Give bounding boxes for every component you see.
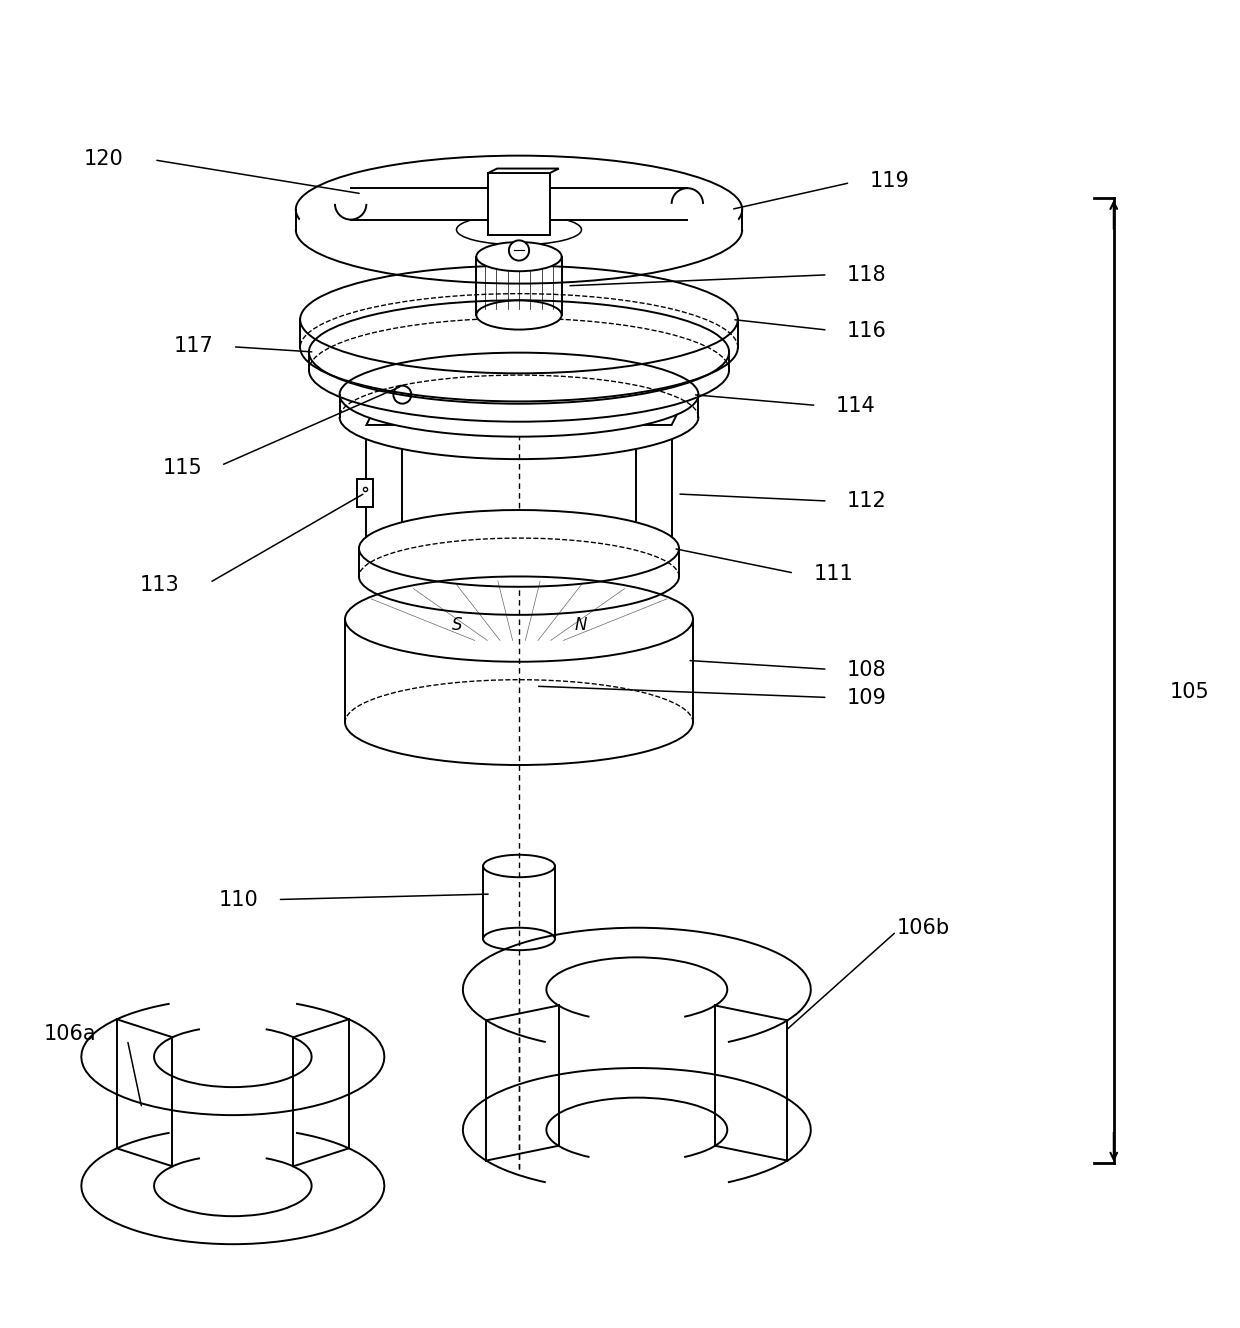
Ellipse shape — [345, 680, 693, 765]
Text: 117: 117 — [174, 336, 213, 356]
Polygon shape — [154, 1155, 311, 1216]
Text: 119: 119 — [869, 171, 909, 191]
Ellipse shape — [296, 155, 743, 263]
Ellipse shape — [484, 928, 556, 950]
Polygon shape — [154, 1027, 311, 1088]
Ellipse shape — [476, 300, 562, 329]
Ellipse shape — [296, 175, 743, 284]
Polygon shape — [489, 173, 549, 235]
Ellipse shape — [309, 300, 729, 404]
Polygon shape — [489, 169, 559, 173]
Polygon shape — [110, 1110, 355, 1186]
Text: 105: 105 — [1169, 683, 1210, 703]
Polygon shape — [82, 1020, 384, 1244]
Text: 115: 115 — [162, 458, 202, 478]
Polygon shape — [366, 425, 402, 540]
Ellipse shape — [340, 353, 698, 437]
Text: 108: 108 — [847, 660, 887, 680]
Polygon shape — [300, 320, 738, 348]
Ellipse shape — [336, 190, 365, 218]
Ellipse shape — [358, 510, 680, 587]
Polygon shape — [463, 928, 811, 1161]
Polygon shape — [636, 425, 672, 540]
Ellipse shape — [300, 266, 738, 373]
Ellipse shape — [484, 855, 556, 878]
Text: 118: 118 — [847, 264, 887, 284]
Polygon shape — [463, 1068, 811, 1191]
Polygon shape — [476, 256, 562, 315]
Ellipse shape — [476, 242, 562, 271]
Text: 111: 111 — [813, 564, 853, 584]
Polygon shape — [366, 408, 410, 425]
Ellipse shape — [427, 297, 611, 343]
Polygon shape — [484, 866, 556, 939]
Polygon shape — [357, 479, 373, 507]
Polygon shape — [345, 619, 693, 722]
Ellipse shape — [456, 194, 582, 224]
Ellipse shape — [300, 293, 738, 401]
Text: 120: 120 — [84, 149, 124, 169]
Polygon shape — [547, 1098, 728, 1162]
Text: 106a: 106a — [43, 1024, 97, 1044]
Text: 112: 112 — [847, 491, 887, 511]
Text: S: S — [453, 616, 463, 633]
Ellipse shape — [673, 190, 702, 218]
Text: 106b: 106b — [897, 918, 950, 938]
Polygon shape — [479, 989, 795, 1069]
Polygon shape — [340, 394, 698, 417]
Text: 116: 116 — [847, 320, 887, 341]
Polygon shape — [110, 981, 355, 1057]
Polygon shape — [351, 189, 687, 219]
Polygon shape — [82, 999, 384, 1116]
Text: 114: 114 — [836, 396, 875, 416]
Circle shape — [508, 240, 529, 260]
Polygon shape — [463, 928, 811, 1052]
Text: N: N — [574, 616, 587, 633]
Text: 109: 109 — [847, 688, 887, 708]
Text: 110: 110 — [218, 890, 258, 910]
Ellipse shape — [309, 319, 729, 422]
Ellipse shape — [445, 333, 593, 371]
Polygon shape — [547, 957, 728, 1021]
Polygon shape — [309, 352, 729, 371]
Ellipse shape — [345, 576, 693, 661]
Polygon shape — [636, 408, 680, 425]
Circle shape — [393, 385, 412, 404]
Ellipse shape — [435, 378, 603, 410]
Polygon shape — [358, 548, 680, 576]
Ellipse shape — [358, 538, 680, 615]
Text: 113: 113 — [140, 575, 180, 595]
Ellipse shape — [456, 215, 582, 244]
Ellipse shape — [340, 374, 698, 459]
Polygon shape — [479, 1130, 795, 1210]
Polygon shape — [82, 1127, 384, 1244]
Ellipse shape — [427, 325, 611, 371]
